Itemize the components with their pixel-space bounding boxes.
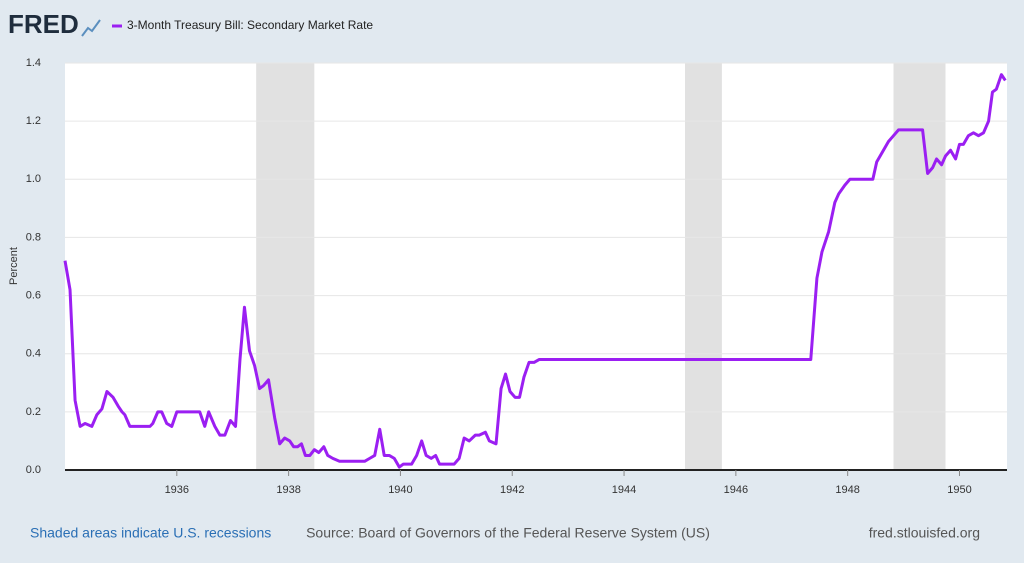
recession-band [256, 63, 315, 470]
x-tick-label: 1948 [835, 484, 859, 496]
x-tick-label: 1944 [612, 484, 636, 496]
x-tick-label: 1950 [947, 484, 971, 496]
legend-label: 3-Month Treasury Bill: Secondary Market … [127, 18, 373, 32]
series-line [63, 73, 1007, 469]
site-link[interactable]: fred.stlouisfed.org [869, 525, 980, 541]
logo-icon [81, 19, 101, 37]
x-tick-label: 1936 [165, 484, 189, 496]
y-tick-label: 1.4 [26, 57, 41, 69]
recession-band [684, 63, 722, 470]
x-tick-label: 1940 [388, 484, 412, 496]
x-tick-label: 1938 [276, 484, 300, 496]
y-tick-label: 0.4 [26, 348, 41, 360]
y-tick-label: 1.0 [26, 173, 41, 185]
source-note: Source: Board of Governors of the Federa… [306, 525, 710, 541]
fred-logo: FRED [8, 9, 79, 39]
x-tick-label: 1946 [724, 484, 748, 496]
plot-area [65, 63, 1007, 470]
y-tick-label: 0.2 [26, 406, 41, 418]
recession-note[interactable]: Shaded areas indicate U.S. recessions [30, 525, 271, 541]
recession-band [893, 63, 946, 470]
x-tick-label: 1942 [500, 484, 524, 496]
y-tick-label: 0.0 [26, 464, 41, 476]
y-axis-label: Percent [8, 247, 20, 285]
y-tick-label: 0.8 [26, 231, 41, 243]
y-tick-label: 1.2 [26, 115, 41, 127]
y-tick-label: 0.6 [26, 289, 41, 301]
